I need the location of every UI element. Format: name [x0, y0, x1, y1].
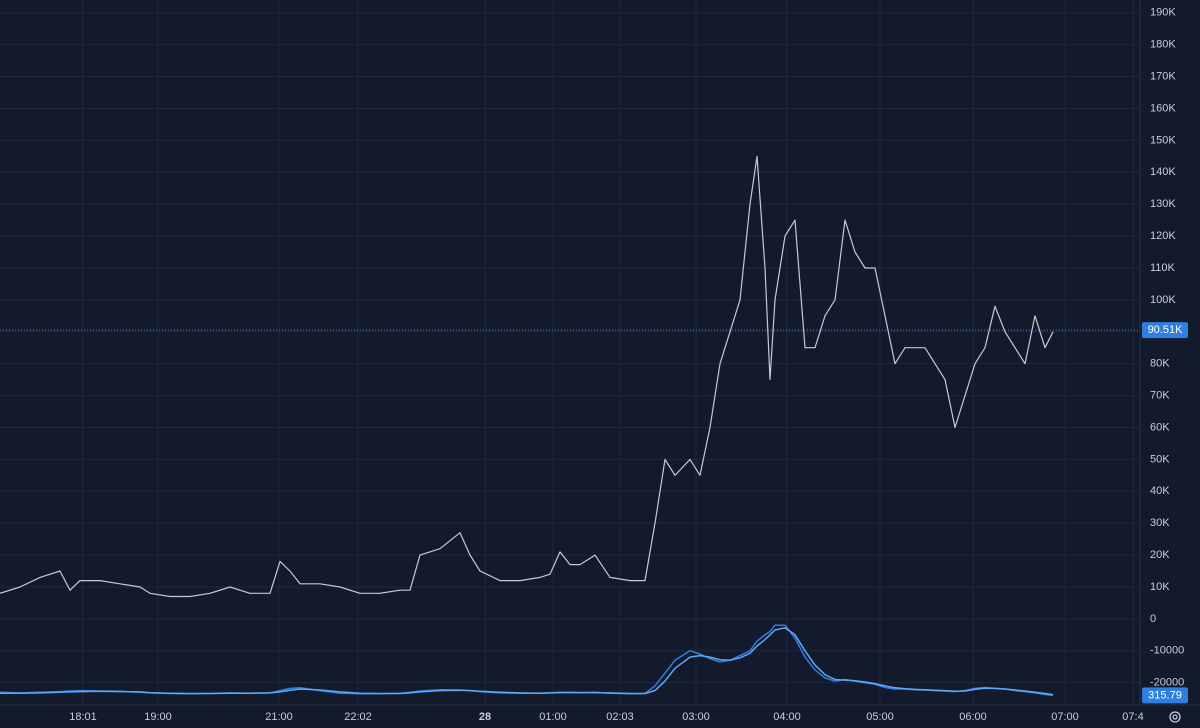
x-tick-label: 28: [479, 711, 491, 723]
x-tick-label: 04:00: [773, 711, 801, 723]
y-tick-label: -10000: [1150, 645, 1184, 657]
y-tick-label: 30K: [1150, 517, 1170, 529]
y-tick-label: 140K: [1150, 166, 1176, 178]
y-tick-label: 170K: [1150, 70, 1176, 82]
gear-inner: [1172, 714, 1178, 720]
x-tick-label: 22:02: [344, 711, 372, 723]
x-tick-label: 21:00: [265, 711, 293, 723]
y-tick-label: 10K: [1150, 581, 1170, 593]
y-tick-label: 110K: [1150, 262, 1176, 274]
x-tick-label: 07:4: [1122, 711, 1143, 723]
x-tick-label: 01:00: [539, 711, 567, 723]
indicator-label: 315.79: [1148, 689, 1182, 701]
indicator-label-box: [1142, 687, 1188, 704]
x-tick-label: 06:00: [959, 711, 987, 723]
y-tick-label: 70K: [1150, 389, 1170, 401]
y-tick-label: 100K: [1150, 294, 1176, 306]
x-tick-label: 02:03: [606, 711, 634, 723]
x-tick-label: 18:01: [69, 711, 97, 723]
x-tick-label: 07:00: [1051, 711, 1079, 723]
y-tick-label: 130K: [1150, 198, 1176, 210]
x-tick-label: 03:00: [682, 711, 710, 723]
y-tick-label: 120K: [1150, 230, 1176, 242]
grid: [0, 0, 1140, 705]
y-tick-label: 80K: [1150, 358, 1170, 370]
y-tick-label: 180K: [1150, 39, 1176, 51]
y-tick-label: 160K: [1150, 102, 1176, 114]
y-tick-label: 60K: [1150, 421, 1170, 433]
series-line: [0, 627, 1054, 696]
y-tick-label: 40K: [1150, 485, 1170, 497]
y-tick-label: 190K: [1150, 7, 1176, 19]
y-tick-label: -20000: [1150, 677, 1184, 689]
y-tick-label: 150K: [1150, 134, 1176, 146]
y-tick-label: 50K: [1150, 453, 1170, 465]
price-label: 90.51K: [1148, 324, 1184, 336]
y-tick-label: 20K: [1150, 549, 1170, 561]
gear-outer: [1169, 711, 1181, 723]
settings-icon[interactable]: [1169, 711, 1181, 723]
price-label-box: [1142, 322, 1188, 339]
x-tick-label: 05:00: [866, 711, 894, 723]
x-tick-label: 19:00: [144, 711, 172, 723]
y-tick-label: 0: [1150, 613, 1156, 625]
series-line: [0, 155, 1054, 598]
